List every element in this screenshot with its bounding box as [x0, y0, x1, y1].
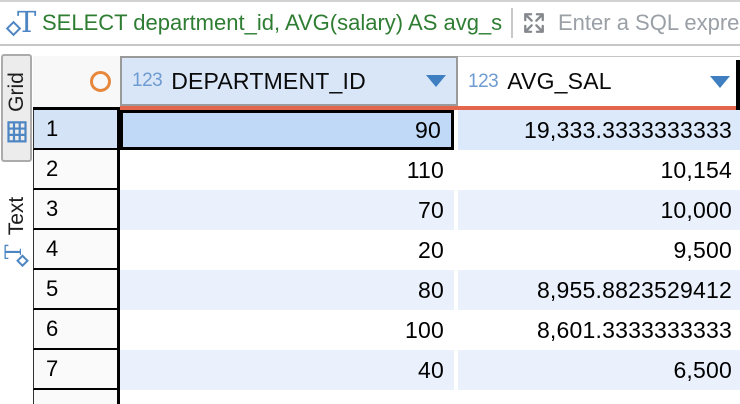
cell-avg-sal[interactable] [458, 390, 740, 404]
cell-avg-sal[interactable]: 8,955.8823529412 [458, 270, 740, 310]
table-row: 3 70 10,000 [33, 190, 740, 230]
column-menu-dropdown-icon[interactable] [426, 75, 446, 87]
cell-avg-sal[interactable]: 8,601.3333333333 [458, 310, 740, 350]
cell-avg-sal[interactable]: 6,500 [458, 350, 740, 390]
filter-sql-text[interactable]: SELECT department_id, AVG(salary) AS avg… [42, 10, 502, 35]
row-number[interactable]: 5 [33, 270, 120, 310]
expand-arrows-icon [524, 13, 544, 33]
next-column-edge [736, 60, 740, 110]
cell-department-id[interactable]: 40 [120, 350, 454, 390]
filter-input-placeholder[interactable]: Enter a SQL expression to filter results [558, 10, 740, 35]
row-number[interactable]: 1 [33, 110, 120, 150]
table-row: 7 40 6,500 [33, 350, 740, 390]
header-underline [120, 106, 740, 110]
row-number[interactable] [33, 390, 120, 404]
grid-header-row: 123 DEPARTMENT_ID 123 AVG_SAL [33, 56, 740, 110]
grid-icon [6, 121, 27, 143]
tab-text-label: Text [4, 196, 28, 236]
table-row: 1 90 19,333.3333333333 [33, 110, 740, 150]
tab-grid-view[interactable]: Grid [1, 54, 32, 162]
column-label: AVG_SAL [507, 68, 612, 94]
tab-text-view[interactable]: T Text [1, 172, 32, 290]
column-header-department-id[interactable]: 123 DEPARTMENT_ID [120, 56, 458, 106]
cell-department-id[interactable]: 90 [120, 110, 454, 150]
current-row-indicator-icon [90, 71, 111, 92]
row-number[interactable]: 6 [33, 310, 120, 350]
cell-avg-sal[interactable]: 19,333.3333333333 [458, 110, 740, 150]
cell-avg-sal[interactable]: 10,000 [458, 190, 740, 230]
grid-rows: 1 90 19,333.3333333333 2 110 10,154 3 70… [33, 110, 740, 404]
cell-department-id[interactable]: 20 [120, 230, 454, 270]
table-row: 4 20 9,500 [33, 230, 740, 270]
row-number[interactable]: 7 [33, 350, 120, 390]
column-label: DEPARTMENT_ID [171, 67, 366, 94]
column-header-avg-sal[interactable]: 123 AVG_SAL [458, 56, 740, 106]
sql-text-icon: T [2, 243, 30, 268]
table-row: 2 110 10,154 [33, 150, 740, 190]
table-row [33, 390, 740, 404]
table-row: 6 100 8,601.3333333333 [33, 310, 740, 350]
column-menu-dropdown-icon[interactable] [710, 75, 730, 88]
cell-avg-sal[interactable]: 10,154 [458, 150, 740, 190]
tab-grid-label: Grid [4, 72, 28, 112]
sql-text-icon: T [5, 5, 38, 41]
result-view-tabstrip: Grid T Text [0, 46, 33, 404]
numeric-type-icon: 123 [468, 70, 499, 92]
cell-department-id[interactable]: 110 [120, 150, 454, 190]
row-number[interactable]: 2 [33, 150, 120, 190]
cell-department-id[interactable]: 80 [120, 270, 454, 310]
row-number[interactable]: 3 [33, 190, 120, 230]
cell-department-id[interactable]: 70 [120, 190, 454, 230]
results-grid: 123 DEPARTMENT_ID 123 AVG_SAL 1 90 19,33… [33, 46, 740, 404]
expand-filter-button[interactable] [520, 9, 548, 37]
cell-department-id[interactable]: 100 [120, 310, 454, 350]
sql-filter-bar: T SELECT department_id, AVG(salary) AS a… [0, 0, 740, 46]
row-number[interactable]: 4 [33, 230, 120, 270]
table-row: 5 80 8,955.8823529412 [33, 270, 740, 310]
filter-bar-divider [511, 8, 513, 38]
cell-avg-sal[interactable]: 9,500 [458, 230, 740, 270]
grid-corner-cell[interactable] [33, 56, 120, 110]
numeric-type-icon: 123 [132, 70, 163, 91]
cell-department-id[interactable] [120, 390, 454, 404]
results-panel: Grid T Text 123 DEPARTMENT_ID 123 [0, 46, 740, 404]
